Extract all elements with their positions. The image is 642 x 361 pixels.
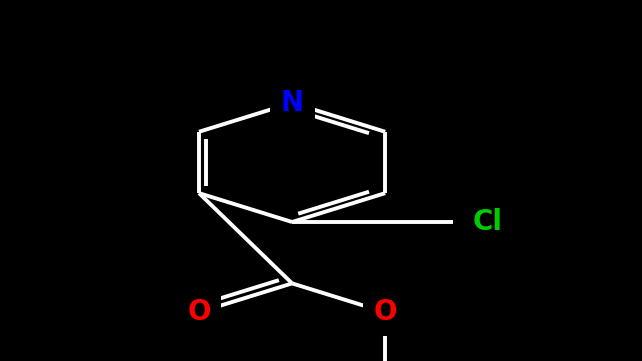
Text: O: O <box>187 298 211 326</box>
FancyBboxPatch shape <box>363 289 408 336</box>
FancyBboxPatch shape <box>453 199 523 245</box>
FancyBboxPatch shape <box>177 289 221 336</box>
FancyBboxPatch shape <box>270 79 315 126</box>
Text: Cl: Cl <box>473 208 503 236</box>
Text: O: O <box>374 298 397 326</box>
Text: N: N <box>281 89 304 117</box>
